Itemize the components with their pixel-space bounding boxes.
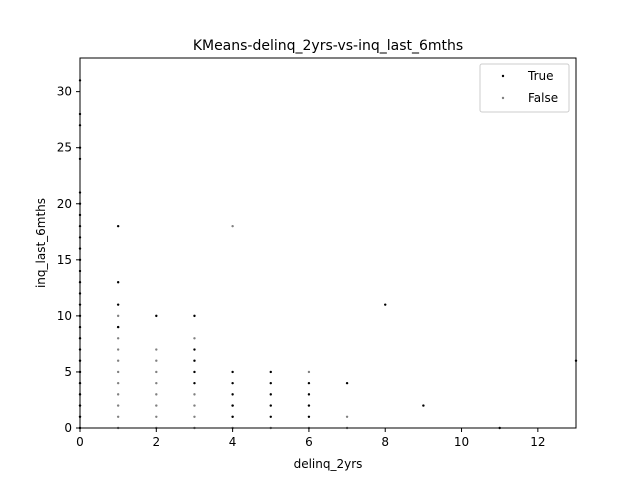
- data-point-false: [116, 314, 120, 318]
- x-tick-label: 8: [381, 435, 389, 449]
- data-point-true: [231, 370, 234, 374]
- data-point-true: [231, 393, 234, 396]
- data-point-true: [269, 404, 272, 407]
- data-point-false: [345, 415, 349, 418]
- data-point-true: [307, 381, 311, 385]
- data-point-false: [155, 393, 158, 396]
- data-point-false: [116, 337, 120, 340]
- data-point-true: [193, 314, 196, 318]
- data-point-true: [193, 348, 196, 351]
- y-tick-label: 15: [57, 253, 72, 267]
- legend-label-true: True: [527, 69, 554, 83]
- x-axis-label: delinq_2yrs: [294, 457, 363, 471]
- data-point-true: [231, 381, 234, 385]
- data-point-false: [155, 404, 158, 407]
- legend-marker-true: [501, 74, 505, 78]
- y-tick-label: 0: [64, 421, 72, 435]
- data-point-true: [231, 404, 234, 407]
- data-point-true: [193, 359, 196, 362]
- x-tick-label: 6: [305, 435, 313, 449]
- chart-title: KMeans-delinq_2yrs-vs-inq_last_6mths: [193, 38, 463, 54]
- data-point-true: [422, 404, 425, 407]
- y-tick-label: 20: [57, 197, 72, 211]
- data-point-false: [116, 348, 120, 351]
- data-point-true: [269, 393, 272, 396]
- data-point-false: [193, 404, 196, 407]
- data-point-true: [116, 281, 120, 284]
- data-point-true: [384, 303, 387, 306]
- data-point-false: [116, 415, 120, 418]
- data-point-false: [116, 359, 120, 362]
- data-point-true: [345, 381, 349, 385]
- x-tick-label: 0: [76, 435, 84, 449]
- x-tick-label: 4: [229, 435, 237, 449]
- y-tick-label: 30: [57, 85, 72, 99]
- y-axis-label: inq_last_6mths: [34, 198, 48, 288]
- x-tick-label: 2: [152, 435, 160, 449]
- data-point-false: [193, 393, 196, 396]
- x-tick-label: 10: [454, 435, 469, 449]
- data-point-true: [269, 415, 272, 418]
- data-point-false: [231, 224, 234, 228]
- points-layer: [78, 79, 578, 430]
- data-point-true: [307, 404, 311, 407]
- data-point-false: [155, 359, 158, 362]
- y-tick-label: 10: [57, 309, 72, 323]
- y-axis-ticks: 0 5 10 15 20 25 30: [57, 85, 80, 435]
- data-point-true: [231, 415, 234, 418]
- data-point-true: [269, 381, 272, 385]
- data-point-false: [193, 337, 196, 340]
- data-point-true: [116, 224, 120, 228]
- data-point-false: [193, 415, 196, 418]
- data-point-true: [116, 325, 120, 329]
- legend-label-false: False: [528, 91, 558, 105]
- data-point-false: [307, 370, 311, 374]
- data-point-false: [155, 381, 158, 385]
- legend: True False: [479, 63, 570, 113]
- data-point-false: [155, 370, 158, 374]
- plot-frame: [79, 57, 577, 429]
- x-axis-ticks: 0 2 4 6 8 10 12: [76, 428, 545, 449]
- data-point-true: [193, 370, 196, 374]
- y-tick-label: 5: [64, 365, 72, 379]
- data-point-false: [116, 404, 120, 407]
- data-point-true: [193, 381, 196, 385]
- data-point-true: [155, 314, 158, 318]
- data-point-true: [307, 415, 311, 418]
- data-point-false: [116, 381, 120, 385]
- data-point-false: [155, 348, 158, 351]
- x-tick-label: 12: [530, 435, 545, 449]
- data-point-true: [116, 303, 120, 306]
- data-point-false: [116, 393, 120, 396]
- data-point-true: [269, 370, 272, 374]
- data-point-false: [116, 370, 120, 374]
- plot-area: [80, 58, 576, 428]
- legend-marker-false: [501, 96, 505, 100]
- y-tick-label: 25: [57, 141, 72, 155]
- data-point-true: [307, 393, 311, 396]
- data-point-false: [155, 415, 158, 418]
